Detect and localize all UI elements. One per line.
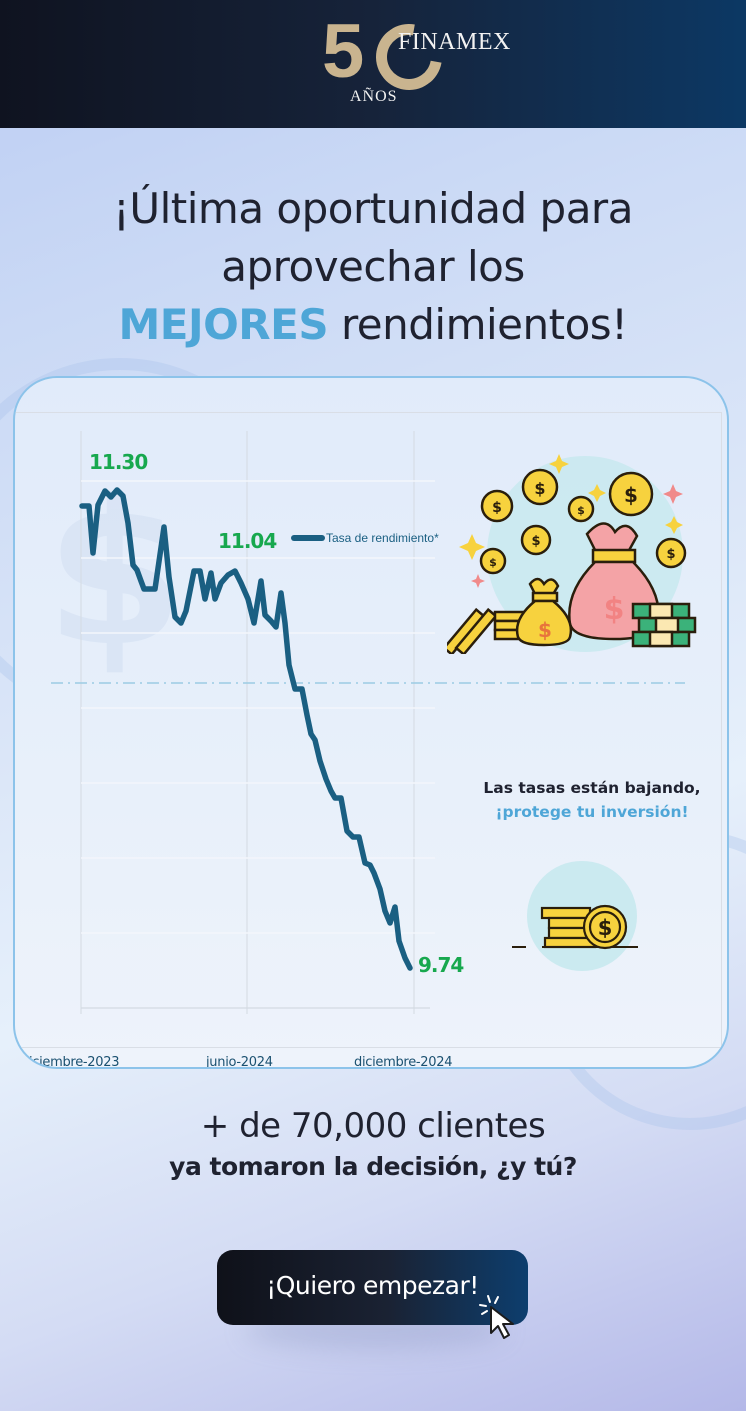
- x-tick-label: diciembre-2024: [354, 1055, 453, 1069]
- money-bags-coins-icon: $ $ $ $ $ $ $ $ $: [447, 454, 697, 654]
- rates-falling-note: Las tasas están bajando, ¡protege tu inv…: [437, 776, 727, 824]
- chart-legend: Tasa de rendimiento*: [291, 531, 439, 545]
- svg-text:$: $: [492, 500, 502, 516]
- headline-line-1: ¡Última oportunidad para: [113, 184, 633, 233]
- clients-count: + de 70,000 clientes: [200, 1106, 546, 1146]
- yield-chart-card: $ Tasa de rendimiento*: [13, 376, 729, 1069]
- svg-text:$: $: [538, 618, 552, 642]
- svg-text:$: $: [489, 556, 497, 569]
- svg-text:$: $: [577, 504, 585, 517]
- x-tick-label: diciembre-2023: [21, 1055, 120, 1069]
- pointer-cursor-icon: [479, 1295, 514, 1339]
- headline-accent: MEJORES: [118, 300, 329, 349]
- svg-text:$: $: [604, 592, 625, 627]
- yield-line-chart: $: [45, 431, 685, 1014]
- coin-stack-icon: $: [512, 861, 638, 971]
- svg-text:$: $: [666, 547, 675, 562]
- clients-question: ya tomaron la decisión, ¿y tú?: [169, 1152, 577, 1181]
- svg-text:$: $: [531, 534, 540, 549]
- note-line-1: Las tasas están bajando,: [483, 779, 701, 797]
- data-label-peak: 11.30: [89, 450, 148, 474]
- finamex-50-years-logo: 5 FINAMEX AÑOS: [322, 9, 532, 114]
- headline-rest: rendimientos!: [328, 300, 628, 349]
- data-label-local-peak: 11.04: [218, 529, 277, 553]
- legend-swatch: [291, 535, 325, 541]
- svg-text:$: $: [624, 483, 638, 507]
- headline-line-2: aprovechar los: [221, 242, 525, 291]
- logo-years: AÑOS: [350, 88, 398, 105]
- headline-line-3: MEJORES rendimientos!: [0, 296, 746, 354]
- svg-text:$: $: [534, 479, 545, 498]
- header-banner: 5 FINAMEX AÑOS: [0, 0, 746, 128]
- x-tick-label: junio-2024: [206, 1055, 273, 1069]
- data-label-last: 9.74: [418, 953, 464, 977]
- logo-brand-name: FINAMEX: [398, 29, 511, 55]
- start-cta-button[interactable]: ¡Quiero empezar!: [217, 1250, 528, 1325]
- logo-number: 5: [322, 9, 364, 94]
- svg-text:$: $: [598, 916, 613, 940]
- legend-label: Tasa de rendimiento*: [326, 531, 439, 545]
- note-line-2: ¡protege tu inversión!: [495, 803, 689, 821]
- clients-social-proof: + de 70,000 clientes ya tomaron la decis…: [0, 1103, 746, 1185]
- page-headline: ¡Última oportunidad para aprovechar los …: [0, 180, 746, 354]
- chart-panel: $ Tasa de rendimiento*: [15, 412, 722, 1067]
